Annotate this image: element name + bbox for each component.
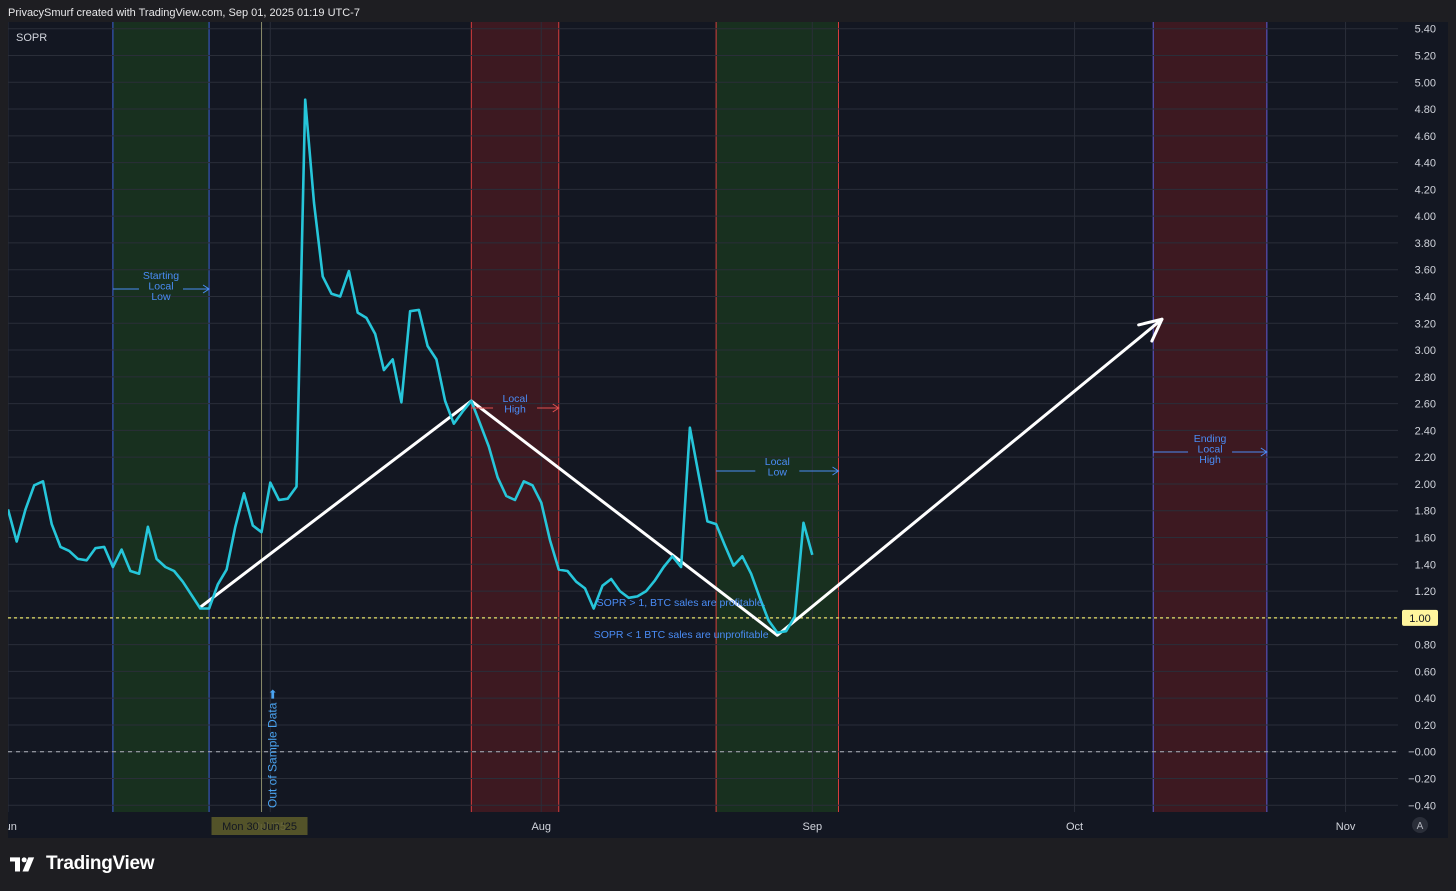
tradingview-logo-icon <box>10 857 35 872</box>
zone-annotation-line: Ending <box>1194 433 1227 445</box>
zone-red-3 <box>1153 22 1267 812</box>
y-tick-label: 4.40 <box>1415 158 1436 170</box>
y-tick-label: −0.00 <box>1408 747 1436 759</box>
indicator-title: SOPR <box>16 32 47 44</box>
y-tick-label: 2.60 <box>1415 399 1436 411</box>
zone-annotation-line: Local <box>148 281 173 293</box>
out-of-sample-label: Out of Sample Data ➡ <box>266 689 280 808</box>
sopr-chart[interactable]: Out of Sample Data ➡ StartingLocalLowLoc… <box>8 22 1448 838</box>
annotation-arrow-head <box>1260 447 1268 457</box>
annotations: StartingLocalLowLocalHighLocalLowEndingL… <box>112 270 1268 641</box>
y-tick-label: 4.80 <box>1415 104 1436 116</box>
sopr-line <box>8 98 814 634</box>
y-tick-label: 1.40 <box>1415 559 1436 571</box>
zone-annotation-line: Starting <box>143 270 179 282</box>
y-tick-label: −0.20 <box>1408 774 1436 786</box>
y-tick-label: 0.20 <box>1415 720 1436 732</box>
tradingview-brand[interactable]: TradingView <box>10 852 155 876</box>
x-tick-label: Aug <box>531 821 551 833</box>
y-tick-label: 4.60 <box>1415 131 1436 143</box>
annotation-arrow-head <box>832 466 840 476</box>
out-of-sample-marker: Out of Sample Data ➡ <box>261 22 280 812</box>
y-tick-label: 0.80 <box>1415 640 1436 652</box>
highlight-zones <box>112 22 1268 812</box>
y-tick-label: 5.40 <box>1415 24 1436 36</box>
zone-annotation-line: Local <box>1197 444 1222 456</box>
sopr-note: SOPR > 1, BTC sales are profitable. <box>597 597 766 609</box>
zone-annotation-line: Local <box>765 456 790 468</box>
y-tick-label: 2.00 <box>1415 479 1436 491</box>
zone-annotation-line: Local <box>502 393 527 405</box>
zone-red-1 <box>471 22 559 812</box>
y-tick-label: 5.20 <box>1415 50 1436 62</box>
y-tick-label: 1.80 <box>1415 506 1436 518</box>
y-tick-label: 3.80 <box>1415 238 1436 250</box>
y-tick-label: 2.20 <box>1415 452 1436 464</box>
y-tick-label: 3.60 <box>1415 265 1436 277</box>
y-tick-label: 0.60 <box>1415 666 1436 678</box>
y-tick-label: 1.60 <box>1415 533 1436 545</box>
zone-green-0 <box>112 22 210 812</box>
chart-area[interactable]: Out of Sample Data ➡ Starting Local Low Loc… <box>8 22 1448 838</box>
zone-annotation-line: Low <box>151 291 171 303</box>
y-tick-label: 3.00 <box>1415 345 1436 357</box>
trend-arrows <box>198 317 1164 637</box>
crosshair-date-label: Mon 30 Jun '25 <box>222 821 297 833</box>
chart-attribution: PrivacySmurf created with TradingView.co… <box>8 7 360 19</box>
marker-label-box <box>1402 609 1438 626</box>
crosshair-date-box <box>211 817 308 835</box>
y-tick-label: 1.20 <box>1415 586 1436 598</box>
x-tick-label: Jun <box>8 821 17 833</box>
y-tick-label: 5.00 <box>1415 77 1436 89</box>
annotation-arrow-head <box>202 284 210 294</box>
zone-green-2 <box>716 22 839 812</box>
reference-lines <box>8 617 1398 753</box>
x-tick-label: Nov <box>1336 821 1356 833</box>
time-axis: JunJul '25AugSepOctNovMon 30 Jun '25A <box>8 817 1428 835</box>
marker-label: 1.00 <box>1409 613 1430 625</box>
brand-name: TradingView <box>46 853 155 874</box>
zone-annotation-line: High <box>504 404 526 416</box>
y-tick-label: 3.40 <box>1415 291 1436 303</box>
trend-arrow-head <box>1137 317 1164 343</box>
y-tick-label: 2.80 <box>1415 372 1436 384</box>
y-tick-label: 3.20 <box>1415 318 1436 330</box>
y-tick-label: 4.00 <box>1415 211 1436 223</box>
sopr-note: SOPR < 1 BTC sales are unprofitable <box>594 629 769 641</box>
sopr-series <box>8 98 814 634</box>
y-tick-label: 4.20 <box>1415 184 1436 196</box>
zone-annotation-line: Low <box>768 467 788 479</box>
zone-annotation-line: High <box>1199 454 1221 466</box>
y-tick-label: −0.40 <box>1408 800 1436 812</box>
grid-lines <box>8 22 1398 812</box>
y-tick-label: 2.40 <box>1415 425 1436 437</box>
trend-arrow-path <box>198 317 1164 637</box>
auto-scale-label: A <box>1417 821 1424 832</box>
annotation-arrow-head <box>552 403 560 413</box>
price-axis: 5.40 5.20 5.00 4.80 4.60 4.40 4.20 4.00 3.80 3.60… <box>1402 24 1438 812</box>
x-tick-label: Sep <box>802 821 822 833</box>
auto-scale-button[interactable] <box>1412 817 1428 833</box>
x-tick-label: Oct <box>1066 821 1083 833</box>
y-tick-label: 0.40 <box>1415 693 1436 705</box>
